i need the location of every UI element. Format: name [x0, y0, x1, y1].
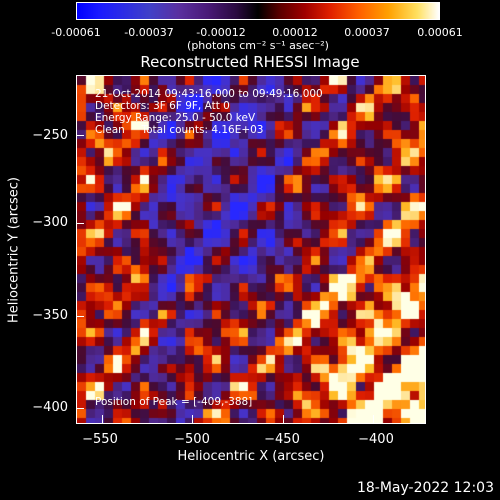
x-tick-label: −500 [174, 432, 210, 447]
x-tick-label: −400 [358, 432, 394, 447]
y-tick-label: −300 [32, 215, 68, 230]
info-total-counts: Clean Total counts: 4.16E+03 [95, 124, 264, 136]
colorbar-tick: -0.00061 [51, 26, 101, 39]
y-tick-label: −350 [32, 308, 68, 323]
timestamp: 18-May-2022 12:03 [356, 480, 494, 496]
y-axis-label: Heliocentric Y (arcsec) [6, 177, 22, 323]
x-tick-mark [192, 415, 193, 423]
peak-position-label: Position of Peak = [-409,-388] [95, 396, 253, 408]
colorbar-tick: 0.00037 [344, 26, 390, 39]
colorbar-tick: -0.00012 [196, 26, 246, 39]
y-tick-mark [76, 223, 84, 224]
x-tick-label: −450 [264, 432, 300, 447]
y-tick-mark [76, 316, 84, 317]
info-time-range: 21-Oct-2014 09:43:16.000 to 09:49:16.000 [95, 88, 323, 100]
heatmap-image [77, 76, 425, 423]
x-axis-label: Heliocentric X (arcsec) [177, 449, 325, 464]
colorbar-tick: -0.00037 [124, 26, 174, 39]
x-tick-mark [102, 415, 103, 423]
colorbar [76, 2, 440, 20]
info-energy-range: Energy Range: 25.0 - 50.0 keV [95, 112, 256, 124]
y-tick-label: −250 [32, 128, 68, 143]
info-detectors: Detectors: 3F 6F 9F, Att 0 [95, 100, 230, 112]
colorbar-tick: 0.00061 [417, 26, 463, 39]
y-tick-mark [76, 408, 84, 409]
plot-area: 21-Oct-2014 09:43:16.000 to 09:49:16.000… [76, 75, 426, 424]
x-tick-mark [283, 415, 284, 423]
y-tick-label: −400 [32, 400, 68, 415]
colorbar-tick: 0.00012 [272, 26, 318, 39]
y-tick-mark [76, 135, 84, 136]
x-tick-mark [373, 415, 374, 423]
colorbar-unit: (photons cm⁻² s⁻¹ asec⁻²) [187, 39, 329, 52]
x-tick-label: −550 [82, 432, 118, 447]
chart-title: Reconstructed RHESSI Image [140, 53, 360, 71]
